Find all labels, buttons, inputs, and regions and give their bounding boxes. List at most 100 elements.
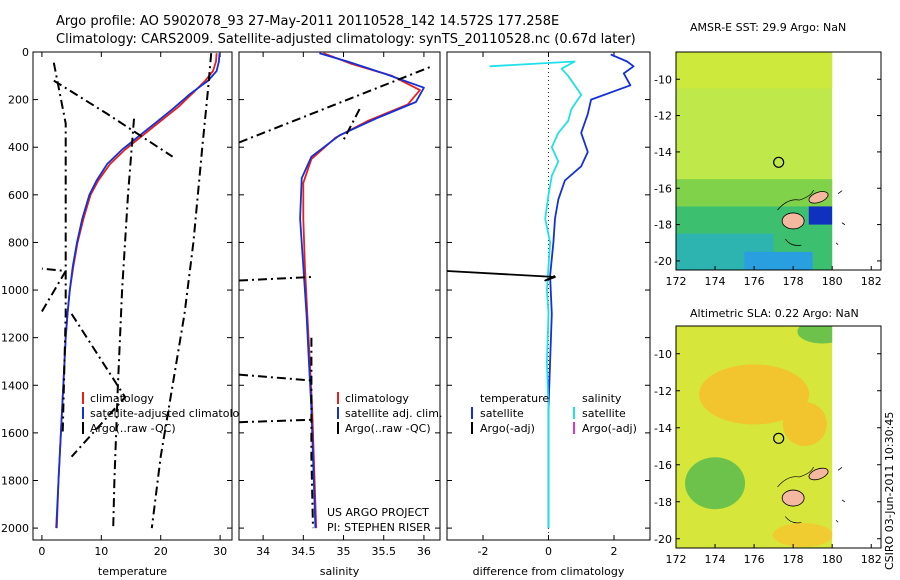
map-x-tick-label: 176 xyxy=(744,275,765,288)
series-line xyxy=(238,418,312,424)
sla-low xyxy=(797,326,833,344)
series-line xyxy=(70,313,127,458)
series-line xyxy=(52,62,67,433)
x-tick-label: 34.5 xyxy=(291,545,316,558)
float-position-marker xyxy=(773,432,785,444)
series-line xyxy=(342,108,361,141)
legend-label: Argo(..raw -QC) xyxy=(345,422,431,435)
legend-label: satellite xyxy=(582,407,626,420)
x-tick-label: 2 xyxy=(610,545,617,558)
map-x-tick-label: 176 xyxy=(744,553,765,566)
sla-map-panel: Altimetric SLA: 0.22 Argo: NaN 172 174 176… xyxy=(654,307,882,566)
island-viti-levu xyxy=(781,489,805,507)
legend-label: Argo(..raw -QC) xyxy=(90,422,176,435)
legend-label: satellite adj. clim. xyxy=(345,407,442,420)
island-vanua-levu xyxy=(808,467,829,481)
salinity-legend: climatology satellite adj. clim. Argo(..… xyxy=(327,392,442,534)
y-tick-label: 200 xyxy=(8,94,29,107)
map-x-tick-label: 174 xyxy=(705,553,726,566)
y-tick-label: 1000 xyxy=(1,284,29,297)
map-y-tick-label: -14 xyxy=(654,146,672,159)
header-line1: Argo profile: AO 5902078_93 27-May-2011 … xyxy=(56,14,559,29)
series-line xyxy=(489,60,583,529)
series-line xyxy=(299,52,425,529)
y-tick-label: 1400 xyxy=(1,379,29,392)
map-frame xyxy=(675,51,882,271)
difference-panel: -2 0 2 difference from climatology xyxy=(446,51,651,578)
sst-band xyxy=(676,52,833,89)
x-tick-label: 30 xyxy=(213,545,227,558)
series-line xyxy=(238,276,312,282)
legend-header-temperature: temperature xyxy=(480,392,549,405)
series-line xyxy=(238,65,433,144)
x-tick-label: 35 xyxy=(337,545,351,558)
y-tick-label: 1200 xyxy=(1,332,29,345)
credit-text: CSIRO 03-Jun-2011 10:30:45 xyxy=(883,412,896,570)
y-tick-label: 800 xyxy=(8,236,29,249)
reef-contour xyxy=(777,189,814,211)
legend-label: Argo(-adj) xyxy=(582,422,637,435)
map-x-tick-label: 174 xyxy=(705,275,726,288)
temperature-panel: 0 10 20 30 0 200 400 600 800 1000 1200 1400 1600 1800… xyxy=(1,46,233,578)
reef-contour xyxy=(785,238,802,246)
map-y-tick-label: -10 xyxy=(654,348,672,361)
x-tick-label: 36 xyxy=(417,545,431,558)
sla-background xyxy=(676,326,833,548)
map-x-tick-label: 172 xyxy=(666,553,687,566)
series-line xyxy=(150,53,213,529)
legend-label: climatology xyxy=(90,392,154,405)
map-x-tick-label: 180 xyxy=(822,553,843,566)
temperature-legend: climatology satellite-adjusted climatolo… xyxy=(82,392,240,435)
map-y-tick-label: -12 xyxy=(654,110,672,123)
series-line xyxy=(55,53,221,529)
map-y-tick-label: -20 xyxy=(654,255,672,268)
series-line xyxy=(238,373,312,382)
island-viti-levu xyxy=(781,212,805,230)
map-y-tick-label: -10 xyxy=(654,73,672,86)
map-y-tick-label: -16 xyxy=(654,182,672,195)
map-x-tick-label: 178 xyxy=(783,553,804,566)
reef-contour xyxy=(777,466,814,488)
x-axis-label: difference from climatology xyxy=(473,565,625,578)
series-line xyxy=(112,118,135,529)
map-x-tick-label: 178 xyxy=(783,275,804,288)
series-line xyxy=(55,53,218,529)
x-tick-label: 0 xyxy=(545,545,552,558)
salinity-frame xyxy=(238,51,441,541)
x-tick-label: 35.5 xyxy=(371,545,396,558)
salinity-panel: 34 34.5 35 35.5 36 salinity xyxy=(238,51,441,578)
legend-label: satellite-adjusted climatolo xyxy=(90,407,240,420)
y-tick-label: 1600 xyxy=(1,427,29,440)
map-y-tick-label: -18 xyxy=(654,496,672,509)
sst-map-panel: AMSR-E SST: 29.9 Argo: NaN 172 174 176 178 1… xyxy=(654,21,882,288)
reef-contour xyxy=(785,516,802,524)
sla-low xyxy=(685,457,746,510)
series-line xyxy=(310,337,314,529)
salinity-plot: 34 34.5 35 35.5 36 salinity xyxy=(238,51,440,578)
series-line xyxy=(53,79,174,158)
sla-high xyxy=(772,523,833,548)
island-marks xyxy=(835,190,846,246)
sla-high xyxy=(699,364,810,425)
map-x-tick-label: 180 xyxy=(822,275,843,288)
x-axis-label: temperature xyxy=(98,565,167,578)
sla-map-title: Altimetric SLA: 0.22 Argo: NaN xyxy=(690,307,859,320)
sst-band xyxy=(676,179,833,207)
pi-annotation: PI: STEPHEN RISER xyxy=(327,521,431,534)
x-axis-label: salinity xyxy=(320,565,360,578)
y-tick-label: 0 xyxy=(22,46,29,59)
difference-plot: -2 0 2 difference from climatology xyxy=(446,51,650,578)
map-y-tick-label: -20 xyxy=(654,533,672,546)
x-tick-label: 20 xyxy=(154,545,168,558)
sst-band xyxy=(744,251,813,270)
difference-legend: temperature satellite Argo(-adj) salinit… xyxy=(471,392,637,435)
legend-header-salinity: salinity xyxy=(582,392,622,405)
map-y-tick-label: -16 xyxy=(654,459,672,472)
map-frame xyxy=(675,325,882,549)
x-tick-label: 0 xyxy=(38,545,45,558)
x-tick-label: -2 xyxy=(478,545,489,558)
map-x-tick-label: 172 xyxy=(666,275,687,288)
legend-label: satellite xyxy=(480,407,524,420)
map-field xyxy=(676,52,833,270)
float-position-marker xyxy=(773,156,785,168)
